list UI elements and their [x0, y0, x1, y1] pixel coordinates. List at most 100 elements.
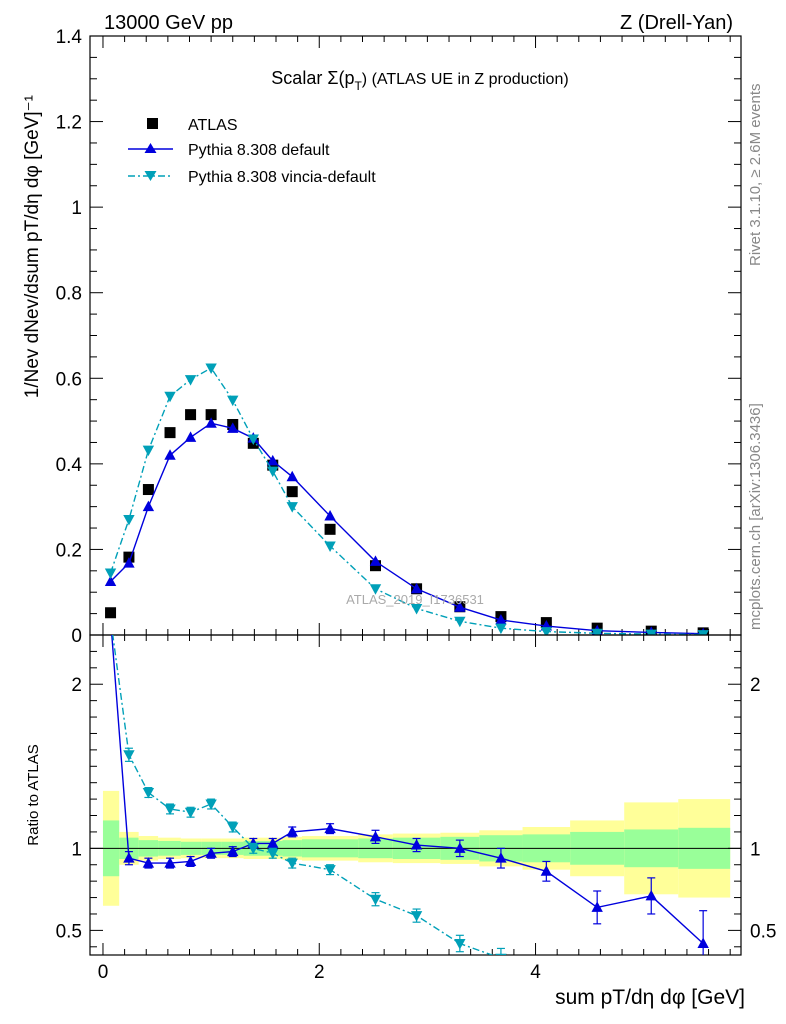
ratio-default-point — [369, 830, 382, 842]
ratio-vincia-point — [286, 858, 298, 870]
default-point — [324, 510, 336, 521]
ratio-default-point — [142, 857, 155, 868]
ratio-frame — [89, 634, 742, 956]
header-left: 13000 GeV pp — [104, 12, 233, 34]
ratio-default-point — [591, 901, 603, 912]
atlas-point — [142, 484, 154, 496]
title-sub: T — [354, 79, 362, 93]
vincia-point — [540, 627, 553, 635]
ratio-default-point — [324, 822, 336, 834]
ratio-vincia-point — [142, 788, 155, 799]
vincia-point — [369, 584, 382, 595]
y-tick-label: 0.6 — [56, 369, 82, 390]
y-tick-label: 0.8 — [56, 284, 82, 305]
ratio-panel: 0 2 4 0.5 0.5 1 1 2 2 — [56, 634, 776, 986]
legend-marker-atlas — [147, 118, 158, 129]
y-tick-label: 0.4 — [56, 455, 83, 476]
default-point — [410, 582, 423, 594]
y-tick-label: 1.2 — [56, 113, 82, 134]
ratio-default-point — [205, 847, 217, 858]
ratio-default-point — [184, 855, 197, 866]
ratio-default-point — [123, 852, 135, 863]
legend-label-default: Pythia 8.308 default — [188, 142, 330, 159]
ratio-vincia-point — [495, 953, 507, 955]
vincia-point — [267, 466, 279, 478]
ratio-default-point — [495, 852, 507, 863]
default-point — [369, 555, 382, 566]
vincia-point — [205, 363, 217, 375]
vincia-point — [495, 623, 507, 635]
atlas-point — [164, 427, 176, 439]
ratio-vincia-point — [184, 807, 197, 819]
atlas-point — [286, 486, 298, 498]
vincia-point — [645, 629, 657, 635]
vincia-point — [123, 514, 135, 526]
x-axis-label: sum pT/dη dφ [GeV] — [555, 986, 745, 1009]
ratio-default-point — [286, 825, 298, 837]
legend: ATLAS Pythia 8.308 default Pythia 8.308 … — [128, 117, 376, 186]
default-point — [123, 557, 135, 568]
ratio-vincia-point — [697, 975, 708, 986]
vincia-point — [454, 616, 466, 628]
analysis-watermark: ATLAS_2019_I1736531 — [346, 592, 484, 607]
ratio-vincia-point — [454, 939, 466, 950]
vincia-point — [324, 541, 336, 553]
ratio-default-point — [410, 839, 423, 850]
ratio-y-tick-label: 2 — [71, 675, 82, 696]
ratio-default-point — [267, 837, 279, 848]
ratio-default-point — [540, 865, 553, 876]
atlas-point — [205, 409, 217, 421]
vincia-point — [697, 630, 709, 635]
ratio-default-point — [164, 857, 176, 868]
vincia-point — [184, 375, 197, 386]
y-tick-label: 0.2 — [56, 540, 82, 561]
vincia-point — [104, 568, 117, 579]
ratio-default-point — [697, 937, 709, 949]
x-tick-label: 2 — [314, 962, 325, 983]
main-series — [104, 363, 709, 635]
default-point — [227, 422, 239, 433]
ratio-y-tick-label-right: 1 — [750, 839, 761, 860]
default-point — [495, 614, 507, 625]
ratio-vincia-point — [324, 865, 336, 876]
atlas-point — [185, 409, 197, 421]
chart-title: Scalar Σ(pT) (ATLAS UE in Z production) — [271, 68, 568, 93]
ratio-vincia-point — [646, 972, 657, 983]
default-point — [286, 470, 298, 482]
default-point — [184, 431, 197, 442]
ratio-default-point — [454, 842, 466, 853]
atlas-point — [324, 523, 336, 535]
ratio-vincia-point — [591, 967, 602, 978]
default-point — [267, 454, 279, 466]
title-main: Scalar Σ(p — [271, 68, 354, 88]
default-point — [164, 449, 176, 460]
ratio-line-0 — [111, 635, 704, 945]
main-panel: 0 0.2 0.4 0.6 0.8 1 1.2 1.4 — [56, 27, 742, 647]
vincia-point — [286, 502, 298, 513]
vincia-point — [410, 603, 423, 615]
title-tail: ) (ATLAS UE in Z production) — [362, 71, 569, 88]
ratio-vincia-point — [205, 799, 217, 811]
y-tick-label: 1 — [71, 198, 82, 219]
legend-marker-default — [144, 143, 157, 153]
ratio-y-tick-label-right: 0.5 — [750, 921, 776, 942]
y-tick-label: 0 — [71, 626, 82, 647]
ratio-y-tick-label: 0.5 — [56, 921, 82, 942]
mcplots-label: mcplots.cern.ch [arXiv:1306.3436] — [747, 403, 764, 630]
y-axis-label-text: 1/Nev dNev/dsum pT/dη dφ [GeV]⁻¹ — [22, 95, 43, 398]
default-point — [104, 575, 117, 587]
default-point — [205, 417, 217, 428]
ratio-vincia-point — [227, 822, 239, 833]
y-axis-label-ratio: Ratio to ATLAS — [25, 744, 42, 845]
ratio-vincia-point — [164, 804, 176, 815]
ratio-default-point — [227, 845, 239, 857]
atlas-point — [105, 607, 117, 619]
vincia-point — [247, 434, 259, 446]
ratio-vincia-point — [369, 894, 382, 906]
header-right: Z (Drell-Yan) — [620, 12, 733, 34]
ratio-vincia-point — [247, 843, 259, 855]
vincia-point — [164, 391, 176, 403]
legend-label-atlas: ATLAS — [188, 117, 238, 134]
x-tick-label: 4 — [530, 962, 541, 983]
